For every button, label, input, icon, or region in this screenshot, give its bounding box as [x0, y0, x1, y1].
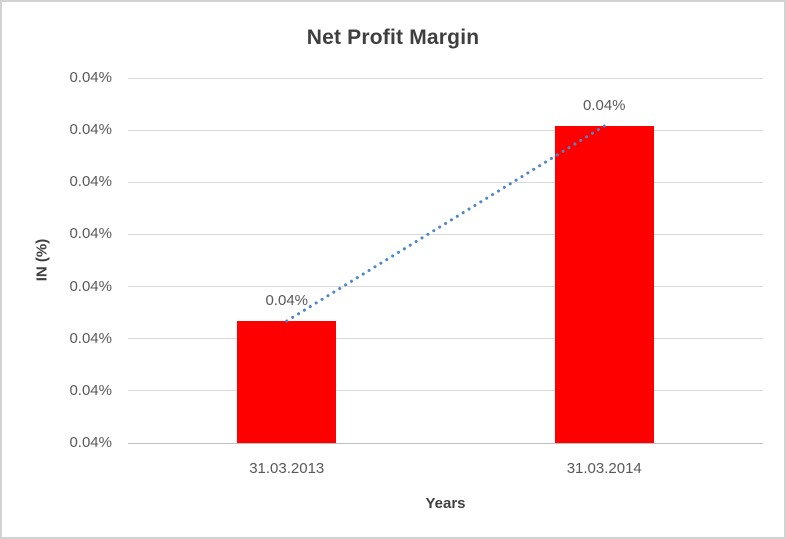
y-tick-label: 0.04%: [69, 381, 112, 399]
gridline: [128, 338, 763, 340]
chart-title: Net Profit Margin: [306, 26, 480, 49]
bar-31.03.2014: [554, 126, 654, 443]
y-tick-label: 0.04%: [69, 277, 112, 295]
gridline: [128, 233, 763, 235]
gridline: [128, 390, 763, 392]
y-tick-label: 0.04%: [69, 329, 112, 347]
y-axis-title: IN (%): [33, 238, 51, 282]
y-tick-label: 0.04%: [69, 121, 112, 139]
y-tick-label: 0.04%: [69, 69, 112, 86]
y-tick-label: 0.04%: [69, 225, 112, 243]
x-tick-label: 31.03.2014: [566, 460, 642, 477]
y-tick-label: 0.04%: [69, 434, 112, 451]
bar-31.03.2013: [237, 321, 337, 443]
x-axis-line: [128, 442, 763, 444]
data-label: 0.04%: [582, 97, 626, 114]
gridline: [128, 286, 763, 288]
gridline: [128, 181, 763, 183]
gridline: [128, 129, 763, 131]
x-tick-label: 31.03.2013: [249, 460, 325, 477]
data-label: 0.04%: [265, 292, 309, 309]
y-tick-label: 0.04%: [69, 173, 112, 191]
x-axis-title: Years: [425, 495, 466, 512]
gridline: [128, 77, 763, 79]
